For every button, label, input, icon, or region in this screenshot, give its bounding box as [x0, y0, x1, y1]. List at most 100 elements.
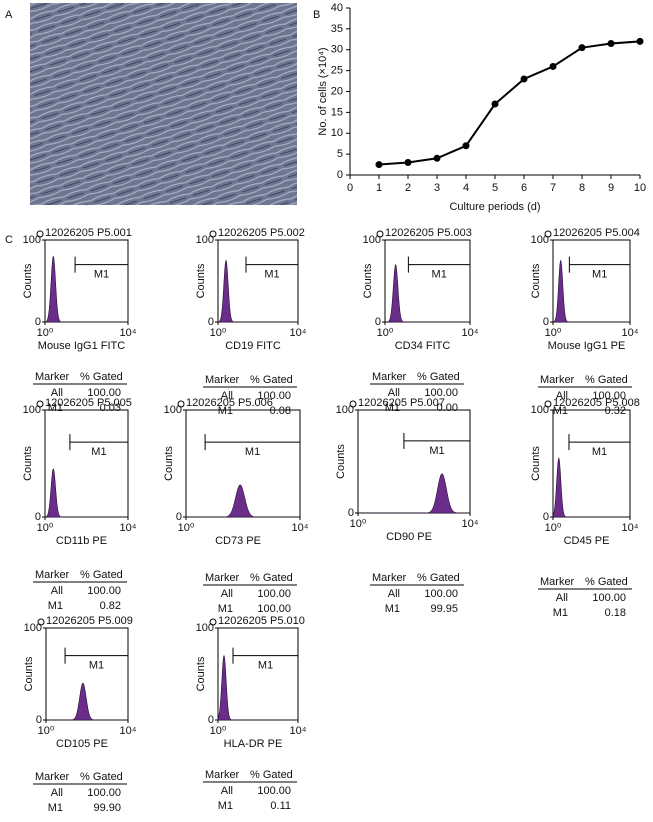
table-cell: 0.32	[605, 405, 626, 417]
y-axis-label: Counts	[23, 656, 35, 691]
histogram	[385, 263, 470, 323]
chart-title: 12026205 P5.007	[358, 397, 445, 409]
table-header: Marker	[205, 572, 240, 584]
y-axis-label: Counts	[362, 263, 374, 298]
table-cell: M1	[218, 800, 233, 812]
table-cell: All	[221, 588, 233, 600]
title-marker	[37, 618, 45, 626]
panel-label: B	[313, 9, 320, 21]
x-tick-label: 10⁴	[622, 522, 639, 534]
x-tick-label: 10⁴	[292, 522, 309, 534]
x-axis-label: CD90 PE	[386, 531, 432, 543]
gate-label: M1	[592, 269, 607, 281]
table-cell: 100.00	[592, 390, 626, 402]
plot-frame	[44, 409, 129, 518]
table-cell: 0.18	[605, 607, 626, 619]
histogram	[552, 457, 630, 518]
y-tick-label: 25	[331, 65, 343, 77]
table-header: % Gated	[250, 769, 293, 781]
x-axis-label: CD19 FITC	[225, 340, 281, 352]
table-header: % Gated	[585, 576, 628, 588]
y-tick-label: 20	[331, 85, 343, 97]
panel-label: C	[5, 234, 13, 246]
gate	[568, 256, 631, 273]
x-tick-label: 1	[376, 182, 382, 194]
table-cell: 100.00	[257, 588, 291, 600]
table-cell: 100.00	[257, 785, 291, 797]
axis	[349, 8, 640, 176]
chart-title: 12026205 P5.003	[385, 227, 472, 239]
x-tick-label: 10⁴	[462, 518, 479, 530]
x-axis-label: Culture periods (d)	[449, 201, 540, 213]
table-header: Marker	[205, 769, 240, 781]
y-tick-label: 100	[24, 622, 42, 634]
table-cell: All	[556, 592, 568, 604]
x-tick-label: 10⁰	[37, 327, 54, 339]
y-tick-label: 0	[375, 316, 381, 328]
table-cell: All	[388, 588, 400, 600]
y-tick-label: 0	[36, 714, 42, 726]
data-point	[520, 75, 528, 83]
table-cell: All	[221, 390, 233, 402]
x-tick-label: 6	[521, 182, 527, 194]
y-tick-label: 100	[23, 404, 41, 416]
x-axis-label: CD105 PE	[56, 738, 108, 750]
x-axis-label: CD73 PE	[215, 535, 261, 547]
plot-frame	[357, 409, 471, 514]
title-marker	[544, 400, 552, 408]
y-axis-label: Counts	[335, 444, 347, 479]
table-cell: 99.90	[93, 802, 121, 814]
table-cell: All	[51, 387, 63, 399]
gate	[232, 647, 299, 664]
y-tick-label: 40	[331, 2, 343, 14]
y-tick-label: 100	[196, 234, 214, 246]
histogram	[44, 255, 128, 323]
table-cell: 100.00	[87, 585, 121, 597]
x-tick-label: 0	[347, 182, 353, 194]
table-header: Marker	[205, 374, 240, 386]
table-cell: 100.00	[257, 390, 291, 402]
x-tick-label: 10⁰	[210, 327, 227, 339]
y-axis-label: Counts	[530, 446, 542, 481]
gate-label: M1	[245, 446, 260, 458]
table-cell: M1	[48, 402, 63, 414]
table-header: Marker	[35, 771, 70, 783]
y-tick-label: 10	[331, 127, 343, 139]
table-header: % Gated	[250, 374, 293, 386]
x-tick-label: 10⁰	[350, 518, 367, 530]
table-cell: 100.00	[424, 387, 458, 399]
data-point	[404, 158, 412, 166]
gate	[245, 256, 299, 273]
x-axis-label: CD45 PE	[564, 535, 610, 547]
table-cell: M1	[553, 405, 568, 417]
table-cell: 0.00	[437, 402, 458, 414]
title-marker	[36, 230, 44, 238]
table-cell: 100.00	[424, 588, 458, 600]
gate	[64, 647, 129, 664]
gate-label: M1	[592, 446, 607, 458]
histogram	[552, 259, 630, 323]
table-cell: All	[51, 787, 63, 799]
table-header: % Gated	[80, 569, 123, 581]
x-tick-label: 2	[405, 182, 411, 194]
x-tick-label: 5	[492, 182, 498, 194]
table-cell: All	[221, 785, 233, 797]
table-cell: M1	[385, 603, 400, 615]
table-header: % Gated	[80, 771, 123, 783]
y-tick-label: 0	[176, 511, 182, 523]
y-tick-label: 30	[331, 44, 343, 56]
table-header: % Gated	[585, 374, 628, 386]
histogram	[46, 682, 128, 721]
y-tick-label: 100	[531, 404, 549, 416]
table-cell: 100.00	[592, 592, 626, 604]
gate-label: M1	[264, 269, 279, 281]
table-header: Marker	[372, 371, 407, 383]
x-tick-label: 10	[634, 182, 646, 194]
title-marker	[349, 400, 357, 408]
x-axis-label: CD34 FITC	[395, 340, 451, 352]
title-marker	[177, 400, 185, 408]
x-tick-label: 10⁴	[290, 725, 307, 737]
y-axis-label: Counts	[195, 656, 207, 691]
x-tick-label: 10⁰	[37, 522, 54, 534]
y-tick-label: 100	[531, 234, 549, 246]
